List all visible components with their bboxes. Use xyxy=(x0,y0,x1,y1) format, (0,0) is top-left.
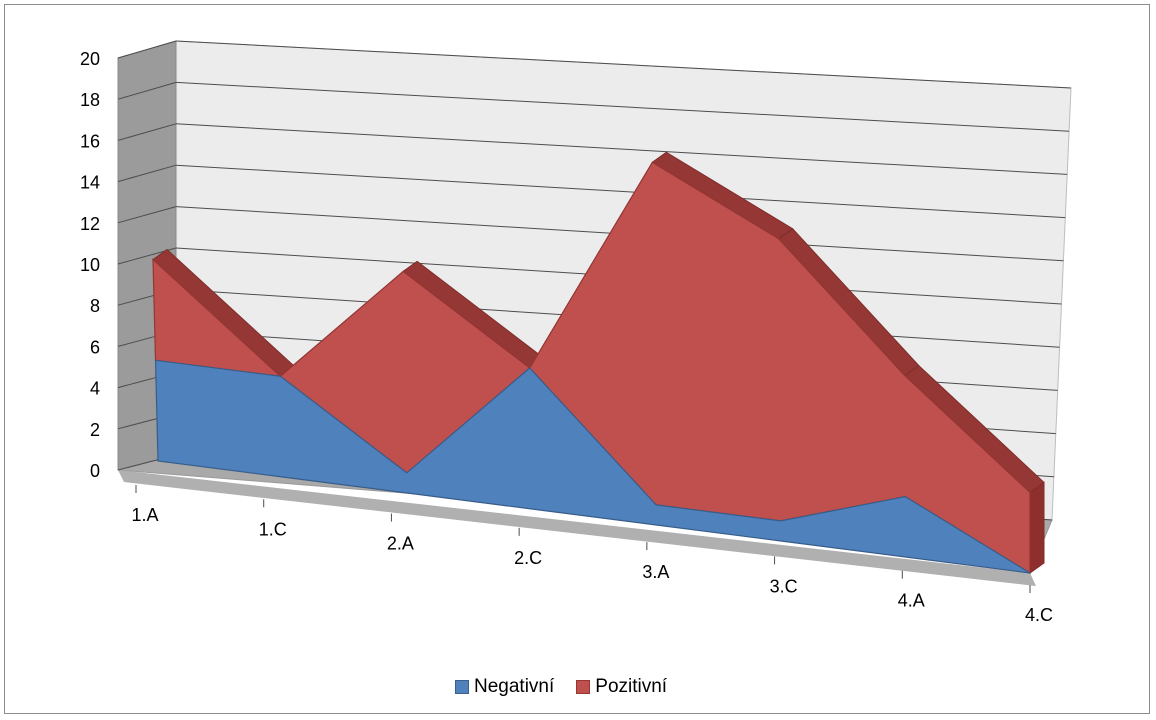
x-tick-label: 4.A xyxy=(898,591,925,611)
area-front-negativni xyxy=(154,359,1031,574)
gridline-back xyxy=(175,123,1068,175)
x-tick-label: 3.A xyxy=(642,562,669,582)
y-tick-label: 8 xyxy=(90,296,100,316)
legend: Negativní Pozitivní xyxy=(455,673,667,701)
x-tick-label: 2.A xyxy=(387,534,414,554)
y-tick-label: 20 xyxy=(80,49,100,69)
gridline-back xyxy=(175,164,1066,219)
area-end-cap-pozitivni xyxy=(1029,481,1045,574)
legend-item-pozitivni: Pozitivní xyxy=(576,676,667,698)
x-tick-label: 4.C xyxy=(1025,605,1053,625)
y-tick-label: 0 xyxy=(90,461,100,481)
gridline-side xyxy=(117,164,177,183)
y-tick-label: 6 xyxy=(90,337,100,357)
y-tick-label: 4 xyxy=(90,379,100,399)
y-tick-label: 10 xyxy=(80,255,100,275)
legend-swatch-pozitivni xyxy=(576,680,591,694)
y-tick-label: 12 xyxy=(80,214,100,234)
legend-label-pozitivni: Pozitivní xyxy=(595,676,668,697)
gridline-side xyxy=(117,81,177,100)
y-tick-label: 2 xyxy=(90,420,100,440)
x-tick-label: 1.C xyxy=(259,519,287,539)
x-tick-label: 1.A xyxy=(131,505,158,525)
gridline-back xyxy=(175,81,1070,132)
gridline-back xyxy=(175,40,1072,89)
floor-front-edge xyxy=(118,470,1036,586)
x-tick-label: 3.C xyxy=(770,576,798,596)
x-tick-label: 2.C xyxy=(514,548,542,568)
legend-label-negativni: Negativní xyxy=(474,676,555,697)
y-tick-label: 16 xyxy=(80,131,100,151)
y-tick-label: 14 xyxy=(80,173,100,193)
gridline-side xyxy=(117,123,177,141)
gridline-side xyxy=(117,40,177,59)
legend-item-negativni: Negativní xyxy=(455,676,554,698)
y-tick-label: 18 xyxy=(80,90,100,110)
gridline-side xyxy=(117,206,177,224)
legend-swatch-negativni xyxy=(455,680,469,694)
